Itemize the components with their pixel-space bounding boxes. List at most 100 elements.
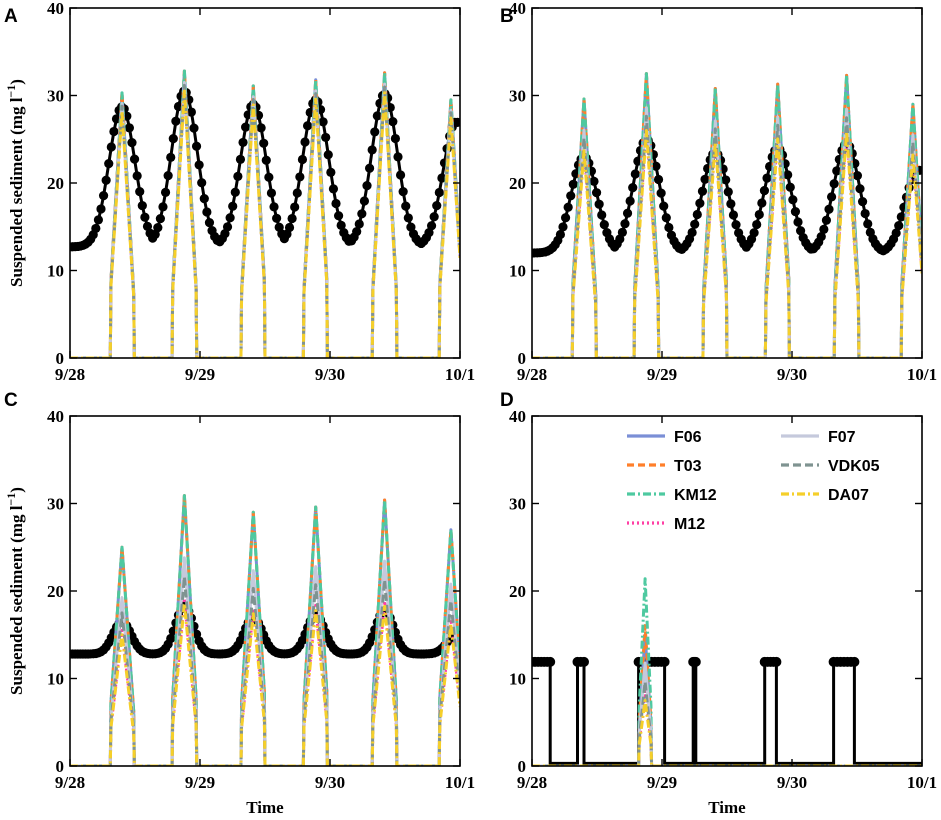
observed-point [398, 187, 408, 197]
observed-point [228, 201, 238, 211]
observed-point [432, 201, 442, 211]
x-tick-label: 10/1 [907, 365, 937, 384]
series-km12 [532, 577, 922, 766]
observed-point [323, 150, 333, 160]
y-tick-label: 10 [509, 670, 526, 689]
observed-point [630, 169, 640, 179]
y-tick-label: 20 [47, 582, 64, 601]
observed-point [199, 194, 209, 204]
y-axis-label: Suspended sediment (mg l−1) [4, 487, 26, 695]
x-tick-label: 9/29 [647, 773, 677, 792]
series-km12 [70, 494, 460, 766]
observed-point [752, 219, 762, 230]
observed-point [687, 227, 697, 238]
observed-point [163, 171, 173, 181]
observed-point [155, 213, 165, 224]
series-vdk05 [532, 680, 922, 766]
observed-point [333, 211, 344, 221]
panel-letter: B [500, 6, 514, 27]
x-tick-label: 9/28 [55, 773, 85, 792]
legend-label-f07: F07 [828, 429, 856, 446]
plot-area [70, 494, 460, 766]
observed-point [566, 191, 576, 201]
observed-point [135, 187, 145, 197]
panel-letter: C [4, 390, 18, 411]
observed-point [191, 141, 202, 151]
panel-b: B 0 10 20 30 40 9/28 9/29 9/30 10/1 [500, 0, 937, 384]
observed-point [367, 145, 377, 155]
observed-point [894, 220, 904, 231]
observed-point [256, 123, 266, 133]
observed-point [591, 188, 602, 198]
observed-point [403, 213, 413, 223]
observed-point [137, 200, 147, 211]
legend-label-m12: M12 [674, 516, 705, 533]
observed-point [153, 223, 163, 233]
observed-point [860, 208, 870, 219]
observed-point [328, 184, 339, 194]
observed-point [362, 180, 372, 191]
observed-point [697, 186, 708, 196]
observed-line [532, 660, 922, 765]
x-tick-label: 9/29 [647, 365, 677, 384]
observed-point [788, 195, 798, 205]
panel-a: A 0 10 20 30 40 9/28 9/29 9/30 10/1 Suspended sedi… [4, 0, 475, 384]
observed-point [625, 196, 635, 206]
x-tick-label: 9/30 [777, 773, 807, 792]
observed-point [785, 182, 795, 192]
observed-point [594, 199, 604, 209]
y-tick-label: 30 [47, 495, 64, 514]
observed-point [832, 166, 842, 176]
observed-point [857, 197, 868, 207]
observed-point [93, 215, 104, 225]
observed-point [700, 174, 710, 184]
observed-point [303, 121, 313, 131]
plot-area [532, 577, 922, 766]
observed-point [651, 161, 661, 171]
observed-point [166, 633, 176, 644]
observed-point [826, 192, 837, 202]
observed-point [297, 154, 308, 165]
x-tick-label: 9/30 [777, 365, 807, 384]
observed-point [266, 188, 277, 198]
observed-point [659, 656, 670, 667]
observed-point [759, 185, 770, 196]
observed-point [372, 111, 382, 121]
observed-point [771, 656, 782, 667]
observed-point [326, 167, 336, 177]
observed-point [620, 219, 630, 229]
observed-point [129, 154, 140, 164]
x-tick-label: 9/28 [517, 773, 547, 792]
observed-point [101, 175, 111, 185]
y-tick-label: 30 [47, 87, 64, 106]
observed-point [124, 123, 135, 133]
observed-point [238, 137, 248, 148]
legend-label-da07: DA07 [828, 487, 869, 504]
legend-label-km12: KM12 [674, 487, 717, 504]
observed-point [816, 232, 826, 242]
observed-point [393, 152, 403, 162]
observed-point [367, 632, 377, 642]
observed-point [622, 208, 633, 218]
observed-point [599, 220, 609, 230]
x-tick-label: 10/1 [445, 773, 475, 792]
observed-point [692, 209, 702, 220]
panel-letter: D [500, 390, 514, 411]
y-tick-label: 40 [509, 407, 526, 426]
observed-point [653, 174, 664, 185]
y-tick-label: 10 [509, 262, 526, 281]
y-tick-label: 0 [56, 757, 65, 776]
observed-point [426, 221, 437, 231]
observed-point [659, 201, 669, 211]
x-tick-label: 9/29 [185, 365, 215, 384]
observed-point [429, 212, 439, 222]
observed-point [896, 212, 906, 222]
observed-point [434, 187, 444, 198]
observed-point [589, 176, 599, 186]
y-tick-label: 40 [509, 0, 526, 18]
observed-point [661, 213, 671, 223]
observed-point [321, 132, 331, 143]
observed-point [560, 213, 571, 223]
observed-point [656, 188, 666, 198]
